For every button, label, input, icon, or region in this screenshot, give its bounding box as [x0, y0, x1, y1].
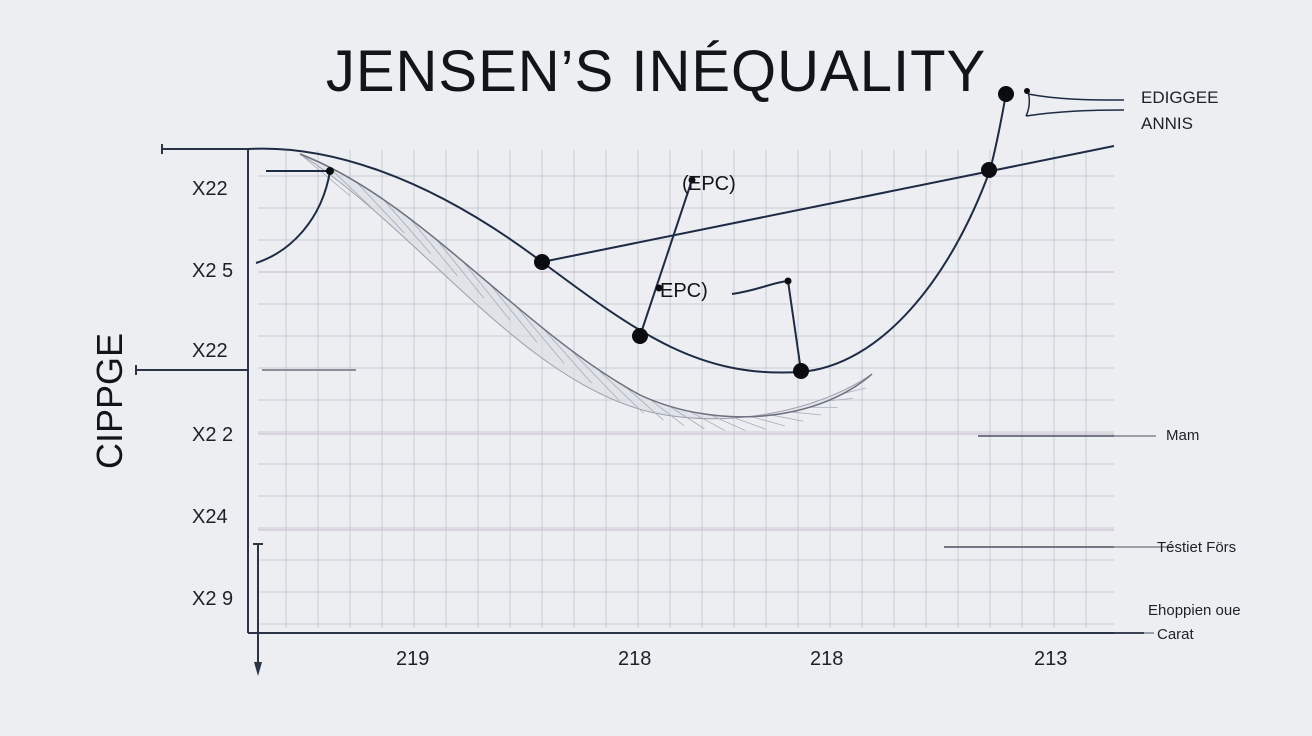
edge-label-bottom: ANNIS [1141, 114, 1193, 133]
convex-curve [247, 93, 1007, 374]
y-tick-1: X22 [192, 178, 228, 200]
epc-leaders [639, 179, 802, 372]
x-tick-2: 218 [618, 648, 652, 670]
data-points [326, 86, 1030, 379]
y-tick-2: X2 5 [192, 260, 234, 282]
x-tick-4: 213 [1034, 648, 1068, 670]
ehop-label: Ehoppien oue [1148, 602, 1241, 619]
y-tick-6: X2 9 [192, 588, 234, 610]
testiet-label: Téstiet Förs [1157, 539, 1237, 556]
edge-bracket [1025, 91, 1125, 117]
x-tick-1: 219 [396, 648, 430, 670]
chart-title: JENSEN’S INÉQUALITY [325, 39, 987, 104]
secant-line [541, 145, 1115, 263]
epc-lower-label: EPC) [660, 280, 708, 302]
leader-lines [262, 369, 1172, 634]
carat-label: Carat [1157, 626, 1194, 643]
grid [258, 150, 1114, 628]
epc-upper-label: EPC) [688, 173, 736, 195]
y-tick-5: X24 [192, 506, 228, 528]
arrow-down-icon [254, 662, 262, 676]
uncertainty-band [299, 153, 873, 420]
band-hatching [299, 153, 867, 432]
svg-text:(: ( [682, 173, 689, 195]
left-hook-curve [255, 170, 331, 264]
x-tick-3: 218 [810, 648, 844, 670]
accent-lines [258, 271, 1114, 531]
edge-label-top: EDIGGEE [1141, 88, 1219, 107]
y-tick-4: X2 2 [192, 424, 234, 446]
axes [135, 144, 1144, 668]
y-tick-3: X22 [192, 340, 228, 362]
mam-label: Mam [1166, 427, 1200, 444]
